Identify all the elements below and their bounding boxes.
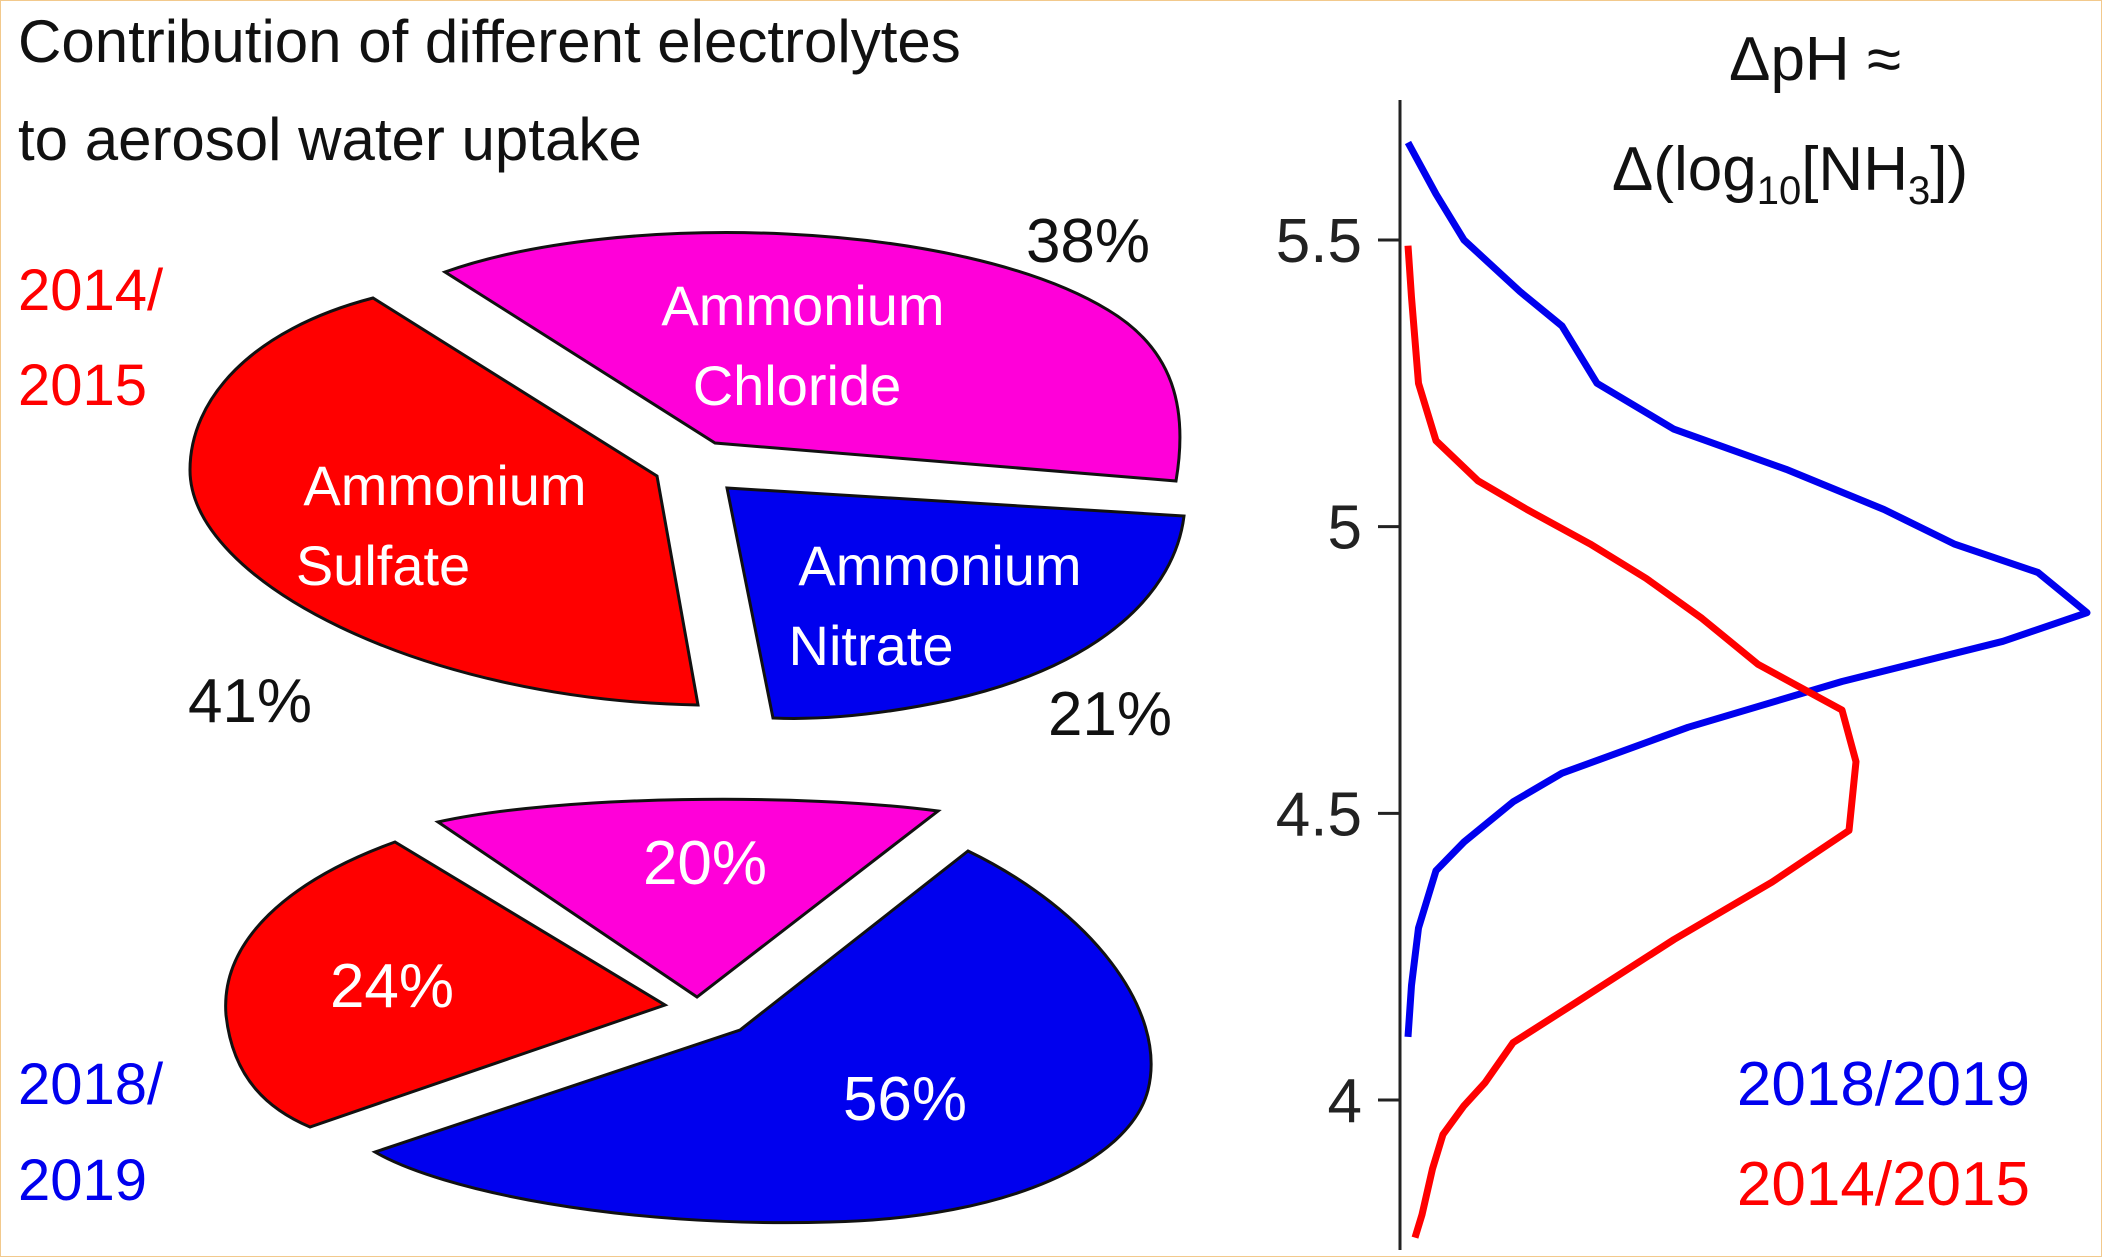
line-chart-title: ΔpH ≈ Δ(log10[NH3]) xyxy=(1612,25,1968,213)
pie1-label-sulfate-2: Sulfate xyxy=(296,534,470,597)
line-title-1: ΔpH ≈ xyxy=(1729,25,1901,94)
series-line-2018-2019 xyxy=(1404,140,2091,1038)
pie2-slice-sulfate xyxy=(224,840,669,1129)
pie-subtitle: to aerosol water uptake xyxy=(18,106,642,173)
pie2-slice-chloride xyxy=(434,797,942,999)
period-label-2014-line2: 2015 xyxy=(18,353,147,418)
y-tick-label: 5 xyxy=(1328,494,1362,563)
period-label-2014-line1: 2014/ xyxy=(18,258,164,323)
y-tick-label: 4 xyxy=(1328,1067,1362,1136)
pie1-slice-sulfate xyxy=(188,296,700,707)
pie1-value-sulfate: 41% xyxy=(188,667,312,736)
line-series xyxy=(1404,140,2091,1239)
pie1-label-chloride-2: Chloride xyxy=(693,354,902,417)
pie2-value-nitrate: 56% xyxy=(843,1065,967,1134)
y-tick-label: 5.5 xyxy=(1276,207,1362,276)
legend-2014-2015: 2014/2015 xyxy=(1737,1150,2030,1219)
period-label-2018-line2: 2019 xyxy=(18,1148,147,1213)
pie1-slice-nitrate xyxy=(725,486,1186,720)
pie2-value-sulfate: 24% xyxy=(330,952,454,1021)
pie1-slice-chloride xyxy=(441,231,1182,483)
pie-title: Contribution of different electrolytes xyxy=(18,8,961,75)
y-tick-label: 4.5 xyxy=(1276,780,1362,849)
pie1-label-nitrate-2: Nitrate xyxy=(789,614,954,677)
legend-2018-2019: 2018/2019 xyxy=(1737,1050,2030,1119)
series-line-2014-2015 xyxy=(1404,245,1860,1239)
pie1-value-chloride: 38% xyxy=(1026,207,1150,276)
pie1-label-chloride-1: Ammonium xyxy=(661,274,944,337)
pie1-value-nitrate: 21% xyxy=(1048,680,1172,749)
pie1-label-nitrate-1: Ammonium xyxy=(798,534,1081,597)
y-axis-ticks: 4 4.5 5 5.5 xyxy=(1276,207,1400,1136)
pie2-slice-nitrate xyxy=(371,849,1153,1225)
period-label-2018-line1: 2018/ xyxy=(18,1052,164,1117)
line-title-2: Δ(log10[NH3]) xyxy=(1612,135,1968,213)
pie1-label-sulfate-1: Ammonium xyxy=(303,454,586,517)
pie2-value-chloride: 20% xyxy=(643,829,767,898)
